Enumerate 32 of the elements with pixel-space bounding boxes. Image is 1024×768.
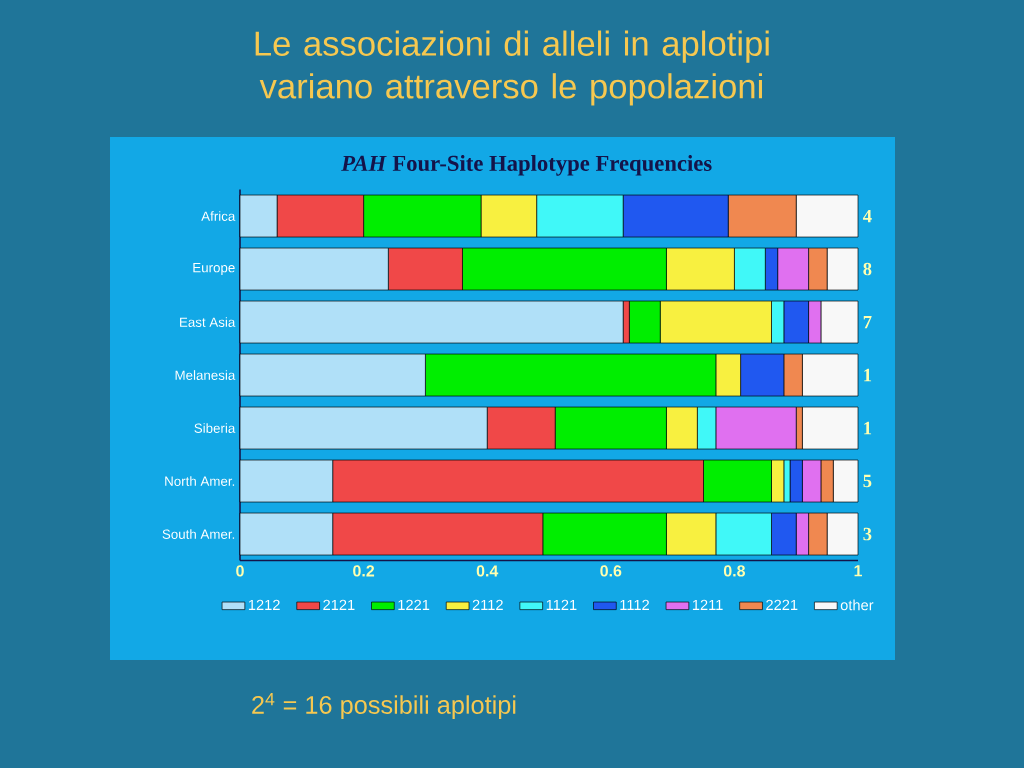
text: 1 bbox=[864, 421, 872, 435]
text: 2$^{4}$ = 16 possibili aplotipi bbox=[252, 693, 516, 719]
x-tick-label: 1 bbox=[854, 565, 863, 577]
x-tick-label: 0.4 bbox=[476, 565, 499, 577]
y-tick-label: Africa bbox=[201, 211, 236, 221]
text: 3 bbox=[863, 527, 872, 541]
legend-label: 1112 bbox=[620, 599, 649, 610]
y-tick-label: North Amer. bbox=[165, 476, 235, 486]
y-tick-label: Siberia bbox=[194, 423, 236, 433]
text: 7 bbox=[863, 315, 872, 329]
legend-label: 2221 bbox=[766, 599, 798, 610]
y-tick-label: Melanesia bbox=[175, 370, 236, 380]
legend-label: other bbox=[840, 599, 874, 611]
text: 5 bbox=[863, 474, 872, 488]
x-tick-label: 0.8 bbox=[723, 565, 746, 577]
text: 8 bbox=[863, 262, 872, 276]
legend-label: 1121 bbox=[546, 599, 577, 610]
x-tick-label: 0.6 bbox=[600, 565, 622, 577]
text: 4 bbox=[862, 209, 872, 223]
y-tick-label: Europe bbox=[193, 263, 235, 275]
legend-label: 2121 bbox=[323, 599, 355, 610]
legend-label: 1221 bbox=[398, 599, 430, 610]
x-tick-label: 0 bbox=[236, 565, 244, 577]
legend-label: 1211 bbox=[692, 599, 723, 610]
y-tick-label: South Amer. bbox=[162, 529, 235, 539]
y-tick-label: East Asia bbox=[180, 317, 236, 327]
x-tick-label: 0.2 bbox=[353, 565, 375, 577]
chart-title: Le associazioni di alleli in aplotipi variano attraverso le popolazioni bbox=[255, 30, 769, 106]
chart-subtitle: PAH Four-Site Haplotype Frequencies bbox=[341, 155, 712, 176]
legend-label: 1212 bbox=[248, 599, 280, 610]
text: 1 bbox=[864, 368, 872, 382]
legend-label: 2112 bbox=[472, 599, 503, 610]
